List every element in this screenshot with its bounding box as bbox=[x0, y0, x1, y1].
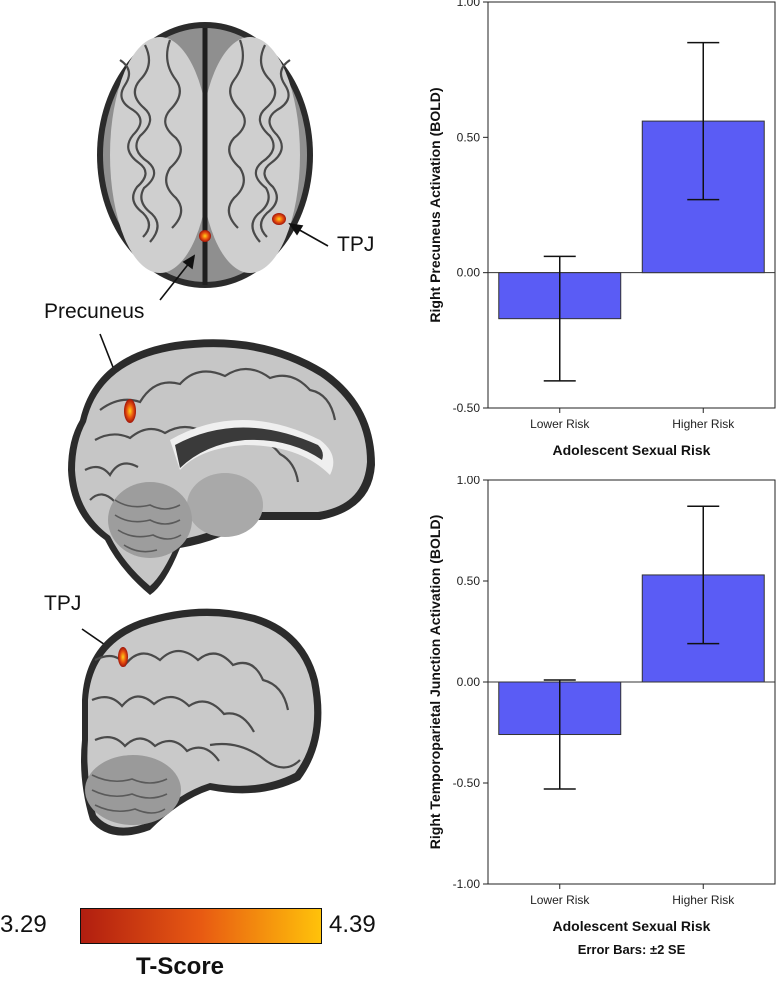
tpj-activation-blob-lateral bbox=[118, 647, 128, 667]
axial-brain-slice bbox=[97, 22, 313, 288]
precuneus-label: Precuneus bbox=[44, 300, 145, 323]
x-tick-label: Higher Risk bbox=[672, 893, 735, 907]
y-tick-label: 0.50 bbox=[457, 130, 481, 144]
y-axis-title: Right Precuneus Activation (BOLD) bbox=[427, 87, 443, 322]
y-tick-label: 0.00 bbox=[457, 675, 481, 689]
x-axis-title: Adolescent Sexual Risk bbox=[553, 442, 711, 458]
y-tick-label: 0.00 bbox=[457, 266, 481, 280]
lateral-brain-slice bbox=[81, 608, 322, 836]
x-axis-title: Adolescent Sexual Risk bbox=[553, 918, 711, 934]
y-tick-label: 0.50 bbox=[457, 574, 481, 588]
colorbar-max-label: 4.39 bbox=[329, 911, 376, 938]
error-bar-note: Error Bars: ±2 SE bbox=[578, 942, 686, 957]
colorbar-min-label: 3.29 bbox=[0, 911, 47, 938]
x-tick-label: Lower Risk bbox=[530, 417, 590, 431]
y-tick-label: -0.50 bbox=[453, 776, 481, 790]
y-tick-label: -0.50 bbox=[453, 401, 481, 415]
y-tick-label: 1.00 bbox=[457, 0, 481, 9]
colorbar-title: T-Score bbox=[136, 953, 225, 980]
y-tick-label: 1.00 bbox=[457, 476, 481, 487]
tpj-activation-blob-axial bbox=[272, 213, 286, 225]
brain-figure-panel bbox=[68, 22, 375, 836]
precuneus-activation-blob bbox=[199, 230, 211, 242]
x-tick-label: Higher Risk bbox=[672, 417, 735, 431]
tpj-bar-chart: -1.00 -0.50 0.00 0.50 1.00 Lower Risk Higher R… bbox=[427, 476, 776, 957]
sagittal-brain-slice bbox=[68, 339, 375, 595]
precuneus-bar-chart: -0.50 0.00 0.50 1.00 Lower Risk Higher Risk Ad… bbox=[427, 0, 776, 458]
plot-frame bbox=[487, 1, 776, 409]
tpj-label-axial: TPJ bbox=[337, 233, 375, 256]
colorbar bbox=[80, 908, 322, 944]
tpj-label-sagittal: TPJ bbox=[44, 592, 82, 615]
y-tick-label: -1.00 bbox=[453, 877, 481, 891]
precuneus-activation-blob-sagittal bbox=[124, 399, 136, 423]
y-axis-title: Right Temporoparietal Junction Activatio… bbox=[427, 515, 443, 849]
x-tick-label: Lower Risk bbox=[530, 893, 590, 907]
